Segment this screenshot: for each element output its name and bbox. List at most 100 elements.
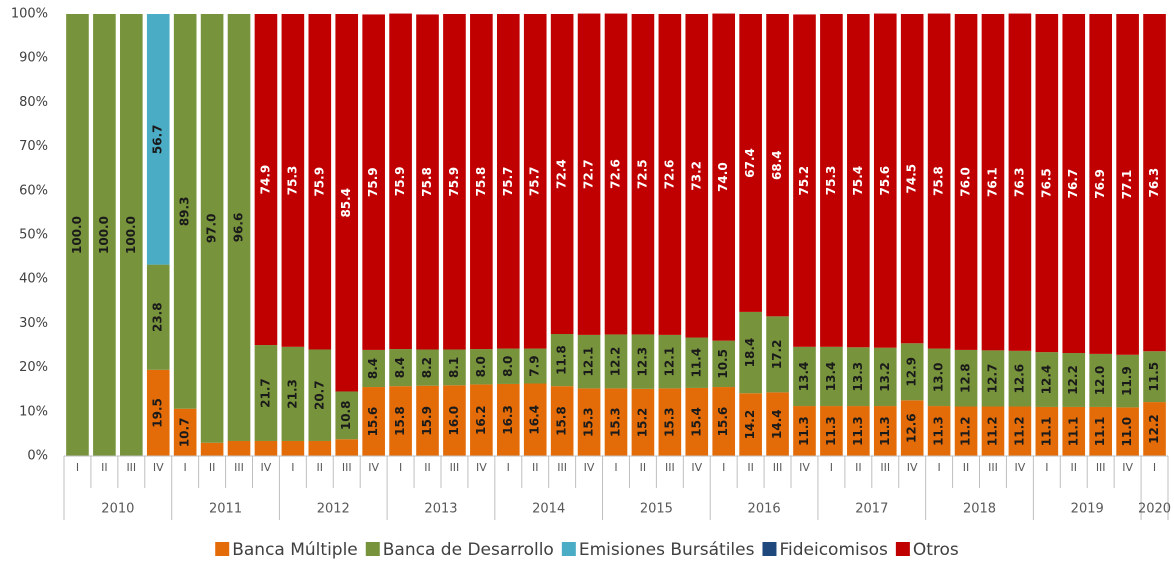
bar-segment — [389, 349, 412, 387]
x-tick-label: III — [234, 461, 244, 474]
bar-segment — [389, 13, 412, 350]
x-tick-label: I — [291, 461, 294, 474]
data-label: 10.8 — [339, 401, 353, 431]
bar-segment — [820, 14, 843, 347]
bar-segment — [873, 13, 897, 348]
year-label: 2019 — [1071, 502, 1104, 517]
data-label: 85.4 — [339, 188, 353, 218]
bar-segment — [550, 386, 574, 456]
data-label: 11.8 — [555, 345, 569, 375]
data-label: 13.4 — [824, 362, 838, 392]
bar-segment — [793, 406, 816, 456]
data-label: 19.5 — [151, 398, 165, 428]
data-label: 11.2 — [959, 416, 973, 446]
bar-segment — [1143, 351, 1166, 403]
data-label: 12.0 — [1093, 366, 1107, 396]
bar-segment — [550, 334, 574, 387]
data-label: 11.3 — [851, 416, 865, 446]
bar-segment — [1008, 350, 1032, 407]
bar-segment — [954, 406, 978, 456]
bar-segment — [766, 392, 789, 456]
bar-segment — [900, 14, 924, 344]
data-label: 12.6 — [905, 413, 919, 443]
x-tick-label: III — [773, 461, 783, 474]
x-tick-label: III — [665, 461, 675, 474]
bar-segment — [523, 14, 547, 349]
bar-segment — [739, 14, 762, 312]
bar-segment — [362, 14, 385, 350]
year-label: 2020 — [1138, 502, 1171, 517]
bar-segment — [335, 439, 359, 456]
year-label: 2011 — [209, 502, 242, 517]
bar-segment — [631, 334, 655, 389]
data-label: 16.2 — [474, 405, 488, 435]
bar-segment — [604, 13, 628, 335]
x-tick-label: I — [830, 461, 833, 474]
data-label: 75.9 — [366, 167, 380, 197]
bar-segment — [981, 406, 1005, 456]
bar-segment — [281, 14, 305, 347]
data-label: 8.4 — [366, 358, 380, 379]
data-label: 11.3 — [878, 416, 892, 446]
bar-segment — [873, 406, 897, 456]
data-label: 72.7 — [582, 159, 596, 189]
x-tick-label: II — [747, 461, 754, 474]
bar-segment — [335, 14, 359, 392]
bar-segment — [362, 387, 385, 456]
legend-swatch — [365, 542, 380, 556]
bar-segment — [1089, 14, 1112, 354]
x-tick-label: III — [557, 461, 567, 474]
year-label: 2016 — [748, 502, 781, 517]
y-tick-label: 100% — [11, 7, 48, 22]
bar-segment — [577, 334, 601, 389]
bar-segment — [146, 264, 170, 370]
bar-segment — [254, 440, 278, 456]
data-label: 11.2 — [985, 416, 999, 446]
bar-segment — [1062, 14, 1086, 354]
y-tick-label: 10% — [19, 404, 48, 419]
x-tick-label: I — [507, 461, 510, 474]
data-label: 21.3 — [285, 379, 299, 409]
bar-segment — [847, 347, 870, 407]
bar-segment — [927, 406, 951, 456]
legend-swatch — [895, 542, 910, 556]
x-tick-label: IV — [1122, 461, 1133, 474]
data-label: 14.4 — [770, 409, 784, 439]
x-tick-label: II — [209, 461, 216, 474]
bar-segment — [685, 14, 709, 338]
bar-segment — [1089, 353, 1112, 407]
data-label: 15.2 — [635, 408, 649, 438]
x-tick-label: II — [855, 461, 862, 474]
data-label: 11.5 — [1147, 362, 1161, 392]
bar-segment — [443, 385, 466, 456]
data-label: 67.4 — [743, 148, 757, 178]
bar-segment — [658, 14, 682, 335]
data-label: 21.7 — [258, 378, 272, 408]
bar-segment — [766, 14, 789, 317]
data-label: 76.3 — [1147, 168, 1161, 198]
data-label: 11.3 — [797, 416, 811, 446]
data-label: 75.4 — [851, 166, 865, 196]
year-label: 2012 — [317, 502, 350, 517]
y-tick-label: 70% — [19, 139, 48, 154]
bar-segment — [577, 388, 601, 456]
data-label: 12.1 — [662, 347, 676, 377]
bar-segment — [146, 14, 170, 265]
x-tick-label: IV — [907, 461, 918, 474]
data-label: 11.3 — [824, 416, 838, 446]
data-label: 13.0 — [932, 363, 946, 393]
data-label: 100.0 — [124, 216, 138, 254]
x-tick-label: II — [963, 461, 970, 474]
bar-segment — [146, 369, 170, 456]
data-label: 8.4 — [393, 357, 407, 378]
x-tick-label: III — [880, 461, 890, 474]
bar-segment — [1143, 14, 1166, 352]
x-tick-label: IV — [476, 461, 487, 474]
bar-segment — [227, 14, 251, 441]
bar-segment — [416, 385, 439, 456]
bar-segment — [927, 348, 951, 407]
bar-segment — [873, 347, 897, 407]
x-tick-label: II — [317, 461, 324, 474]
bar-segment — [308, 440, 332, 456]
bar-segment — [254, 14, 278, 346]
